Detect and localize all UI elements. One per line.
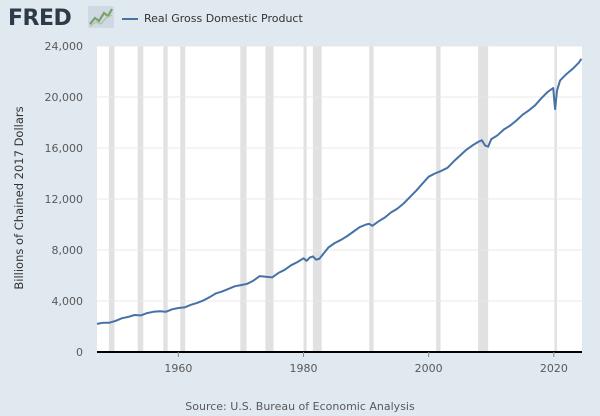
y-tick-label: 16,000 — [45, 142, 84, 155]
legend-swatch-icon — [122, 18, 138, 20]
chart-header: FRED Real Gross Domestic Product — [0, 0, 600, 36]
legend-item-real-gdp[interactable]: Real Gross Domestic Product — [144, 12, 303, 25]
y-tick-label: 4,000 — [52, 295, 84, 308]
x-axis-ticks: 1960 1980 2000 2020 — [164, 352, 568, 375]
y-tick-label: 24,000 — [45, 40, 84, 53]
x-tick-label: 1960 — [164, 362, 192, 375]
y-axis-title: Billions of Chained 2017 Dollars — [12, 106, 26, 289]
series-layer — [96, 58, 583, 325]
y-tick-label: 12,000 — [45, 193, 84, 206]
x-tick-label: 2000 — [415, 362, 443, 375]
fred-chart-logo-icon — [88, 6, 114, 28]
fred-logo[interactable]: FRED — [8, 6, 72, 31]
y-tick-label: 0 — [76, 346, 83, 359]
source-note: Source: U.S. Bureau of Economic Analysis — [185, 400, 415, 413]
y-axis-ticks: 0 4,000 8,000 12,000 16,000 20,000 24,000 — [45, 40, 84, 359]
x-tick-label: 2020 — [540, 362, 568, 375]
y-tick-label: 8,000 — [52, 244, 84, 257]
series-line-real-gdp[interactable] — [96, 58, 583, 325]
gridlines — [97, 45, 582, 302]
y-tick-label: 20,000 — [45, 91, 84, 104]
x-tick-label: 1980 — [290, 362, 318, 375]
